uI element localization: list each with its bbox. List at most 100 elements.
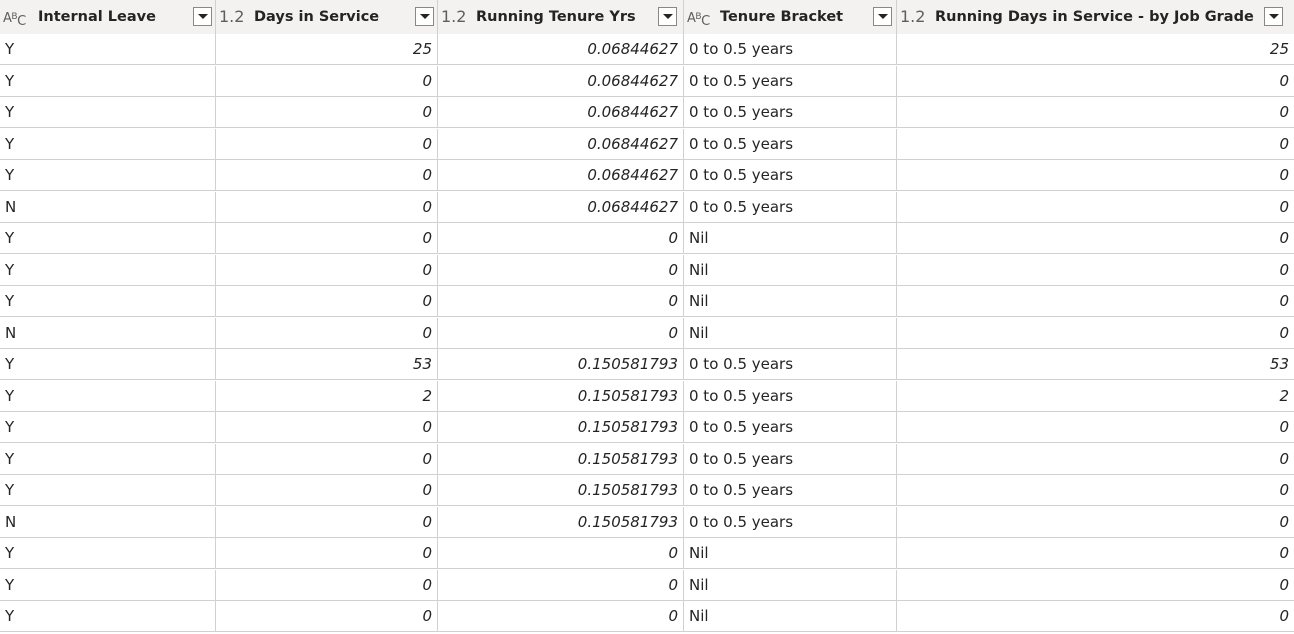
table-cell[interactable]: 0 <box>897 129 1294 160</box>
table-cell[interactable]: 0 to 0.5 years <box>684 160 897 191</box>
table-cell[interactable]: 2 <box>897 381 1294 412</box>
table-cell[interactable]: 0 <box>897 412 1294 443</box>
column-header-days-in-service[interactable]: 1.2 Days in Service <box>216 0 438 34</box>
table-cell[interactable]: 0 <box>897 444 1294 475</box>
table-cell[interactable]: 0.150581793 <box>438 475 684 506</box>
table-cell[interactable]: 0 <box>216 569 438 601</box>
filter-dropdown-button[interactable] <box>193 7 212 26</box>
table-cell[interactable]: 0 <box>216 601 438 632</box>
table-cell[interactable]: 0 <box>216 97 438 128</box>
table-cell[interactable]: Y <box>0 475 216 506</box>
table-cell[interactable]: 0.150581793 <box>438 412 684 443</box>
table-cell[interactable]: 0 <box>438 223 684 254</box>
table-cell[interactable]: 0.06844627 <box>438 97 684 128</box>
table-cell[interactable]: 0 <box>897 570 1294 601</box>
table-cell[interactable]: 0 <box>216 317 438 349</box>
table-cell[interactable]: 0 <box>897 255 1294 286</box>
table-cell[interactable]: 0.150581793 <box>438 380 684 412</box>
table-cell[interactable]: 0 <box>216 223 438 254</box>
table-cell[interactable]: 0 <box>897 475 1294 506</box>
table-cell[interactable]: Nil <box>684 223 897 254</box>
table-cell[interactable]: 0 <box>216 254 438 286</box>
table-cell[interactable]: 0.150581793 <box>438 506 684 538</box>
table-cell[interactable]: Y <box>0 443 216 475</box>
table-cell[interactable]: 0.06844627 <box>438 160 684 191</box>
table-cell[interactable]: 2 <box>216 380 438 412</box>
table-cell[interactable]: 0 to 0.5 years <box>684 349 897 380</box>
text-type-icon[interactable]: ABC <box>687 11 710 29</box>
table-cell[interactable]: Y <box>0 254 216 286</box>
filter-dropdown-button[interactable] <box>873 7 892 26</box>
table-cell[interactable]: 0 <box>438 601 684 632</box>
table-cell[interactable]: 0.06844627 <box>438 128 684 160</box>
table-cell[interactable]: 0 <box>438 538 684 569</box>
column-header-internal-leave[interactable]: ABC Internal Leave <box>0 0 216 34</box>
table-cell[interactable]: 0.06844627 <box>438 34 684 65</box>
table-cell[interactable]: 0 to 0.5 years <box>684 506 897 538</box>
table-cell[interactable]: 0 to 0.5 years <box>684 34 897 65</box>
table-cell[interactable]: 0 <box>216 475 438 506</box>
table-cell[interactable]: Nil <box>684 569 897 601</box>
table-cell[interactable]: 0 <box>897 286 1294 317</box>
table-cell[interactable]: Y <box>0 380 216 412</box>
column-header-tenure-bracket[interactable]: ABC Tenure Bracket <box>684 0 897 34</box>
table-cell[interactable]: 25 <box>216 34 438 65</box>
decimal-type-icon[interactable]: 1.2 <box>441 7 467 26</box>
table-cell[interactable]: 0 <box>897 538 1294 569</box>
table-cell[interactable]: 0 <box>216 65 438 97</box>
table-cell[interactable]: 0 <box>897 66 1294 97</box>
table-cell[interactable]: 0 <box>897 97 1294 128</box>
table-cell[interactable]: 25 <box>897 34 1294 65</box>
filter-dropdown-button[interactable] <box>658 7 677 26</box>
table-cell[interactable]: Y <box>0 569 216 601</box>
decimal-type-icon[interactable]: 1.2 <box>219 7 245 26</box>
table-cell[interactable]: 0 <box>897 160 1294 191</box>
table-cell[interactable]: 0 <box>216 128 438 160</box>
table-cell[interactable]: 53 <box>216 349 438 380</box>
text-type-icon[interactable]: ABC <box>3 11 26 29</box>
table-cell[interactable]: 0 <box>216 286 438 317</box>
table-cell[interactable]: 0 <box>897 318 1294 349</box>
table-cell[interactable]: 0 <box>216 191 438 223</box>
filter-dropdown-button[interactable] <box>1264 7 1283 26</box>
table-cell[interactable]: Nil <box>684 317 897 349</box>
column-header-running-days-by-job-grade[interactable]: 1.2 Running Days in Service - by Job Gra… <box>897 0 1294 34</box>
table-cell[interactable]: Y <box>0 97 216 128</box>
table-cell[interactable]: Y <box>0 349 216 380</box>
table-cell[interactable]: Nil <box>684 601 897 632</box>
table-cell[interactable]: Y <box>0 34 216 65</box>
table-cell[interactable]: 0 <box>438 317 684 349</box>
table-cell[interactable]: 0 <box>897 601 1294 632</box>
table-cell[interactable]: Y <box>0 128 216 160</box>
table-cell[interactable]: Y <box>0 65 216 97</box>
table-cell[interactable]: 0 <box>438 254 684 286</box>
table-cell[interactable]: 0.06844627 <box>438 191 684 223</box>
table-cell[interactable]: Y <box>0 286 216 317</box>
table-cell[interactable]: 0 <box>897 507 1294 538</box>
table-cell[interactable]: N <box>0 191 216 223</box>
table-cell[interactable]: 0 <box>438 569 684 601</box>
table-cell[interactable]: 0.150581793 <box>438 443 684 475</box>
table-cell[interactable]: 0 to 0.5 years <box>684 191 897 223</box>
table-cell[interactable]: Nil <box>684 538 897 569</box>
table-cell[interactable]: 0 to 0.5 years <box>684 412 897 443</box>
table-cell[interactable]: 0 to 0.5 years <box>684 475 897 506</box>
table-cell[interactable]: 0 to 0.5 years <box>684 65 897 97</box>
table-cell[interactable]: 0.06844627 <box>438 65 684 97</box>
table-cell[interactable]: 0 to 0.5 years <box>684 380 897 412</box>
table-cell[interactable]: Y <box>0 160 216 191</box>
table-cell[interactable]: 0 <box>216 538 438 569</box>
table-cell[interactable]: 0 <box>897 223 1294 254</box>
table-cell[interactable]: 0 <box>216 160 438 191</box>
table-cell[interactable]: Nil <box>684 286 897 317</box>
table-cell[interactable]: 0 <box>216 443 438 475</box>
table-cell[interactable]: Y <box>0 601 216 632</box>
filter-dropdown-button[interactable] <box>415 7 434 26</box>
table-cell[interactable]: 0 <box>216 506 438 538</box>
table-cell[interactable]: 0 to 0.5 years <box>684 443 897 475</box>
table-cell[interactable]: 0 <box>216 412 438 443</box>
table-cell[interactable]: Y <box>0 412 216 443</box>
table-cell[interactable]: 0 <box>897 192 1294 223</box>
table-cell[interactable]: 0 to 0.5 years <box>684 128 897 160</box>
decimal-type-icon[interactable]: 1.2 <box>900 7 926 26</box>
